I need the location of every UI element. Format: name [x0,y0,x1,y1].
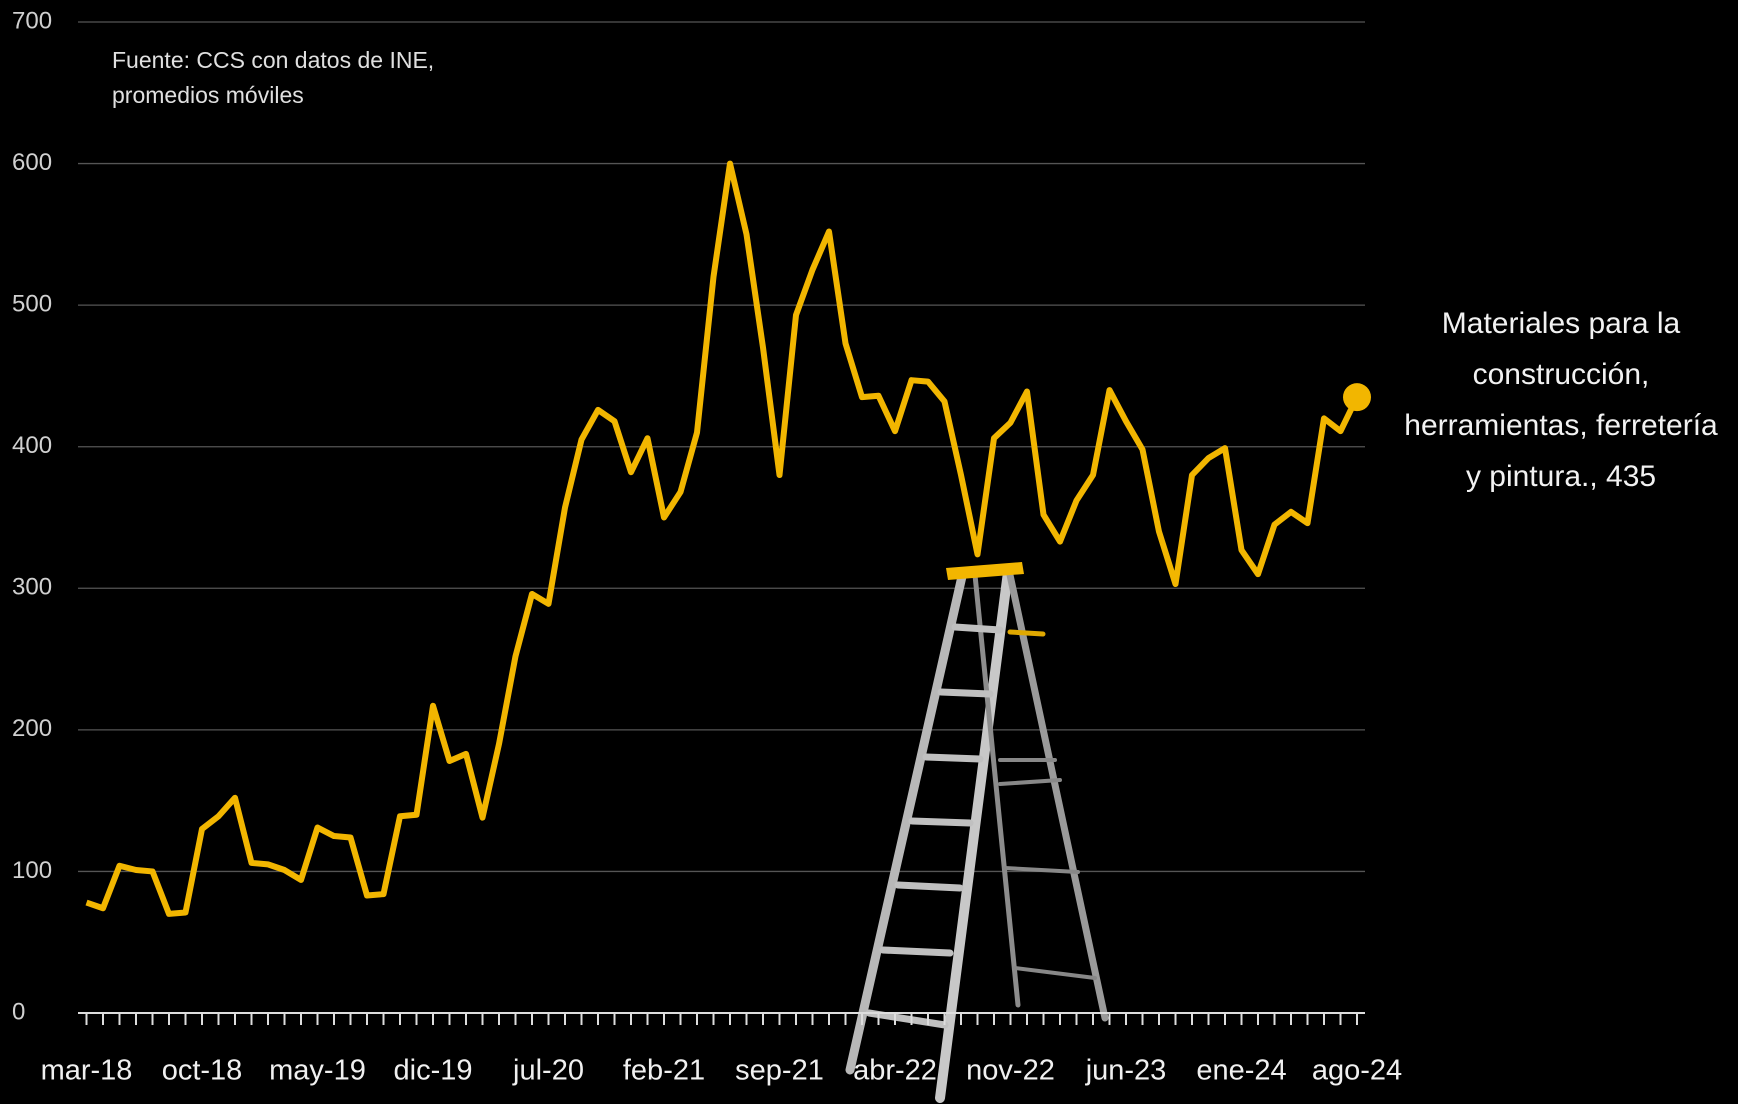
end-point [1343,383,1371,412]
end-label: y pintura., 435 [1466,460,1656,493]
y-tick-label: 400 [12,432,52,459]
x-tick-label: nov-22 [966,1055,1055,1087]
x-tick-label: sep-21 [735,1055,824,1087]
x-tick-label: ago-24 [1312,1055,1402,1087]
x-tick-label: ene-24 [1196,1055,1286,1087]
end-label: herramientas, ferretería [1404,409,1718,442]
data-line [85,160,1360,917]
x-tick-label: dic-19 [394,1055,473,1087]
end-label: Materiales para la [1442,307,1681,340]
x-tick-label: oct-18 [162,1055,243,1087]
y-tick-label: 200 [12,715,52,742]
x-tick-label: jun-23 [1085,1055,1167,1087]
y-tick-label: 0 [12,998,25,1025]
source-note: Fuente: CCS con datos de INE, [112,47,434,73]
x-tick-label: abr-22 [853,1055,937,1087]
y-tick-label: 500 [12,290,52,317]
x-tick-label: mar-18 [41,1055,133,1087]
x-tick-label: feb-21 [623,1055,705,1087]
x-tick-label: jul-20 [512,1055,584,1087]
source-note: promedios móviles [112,82,304,108]
ladder [845,562,1109,1103]
plot: mar-18 oct-18 may-19 dic-19 jul-20 feb-21 sep-… [41,160,1718,1087]
end-label: construcción, [1473,358,1650,391]
y-tick-label: 100 [12,857,52,884]
y-tick-label: 600 [12,149,52,176]
y-tick-label: 700 [12,7,52,34]
x-tick-label: may-19 [269,1055,366,1087]
y-tick-label: 300 [12,574,52,601]
